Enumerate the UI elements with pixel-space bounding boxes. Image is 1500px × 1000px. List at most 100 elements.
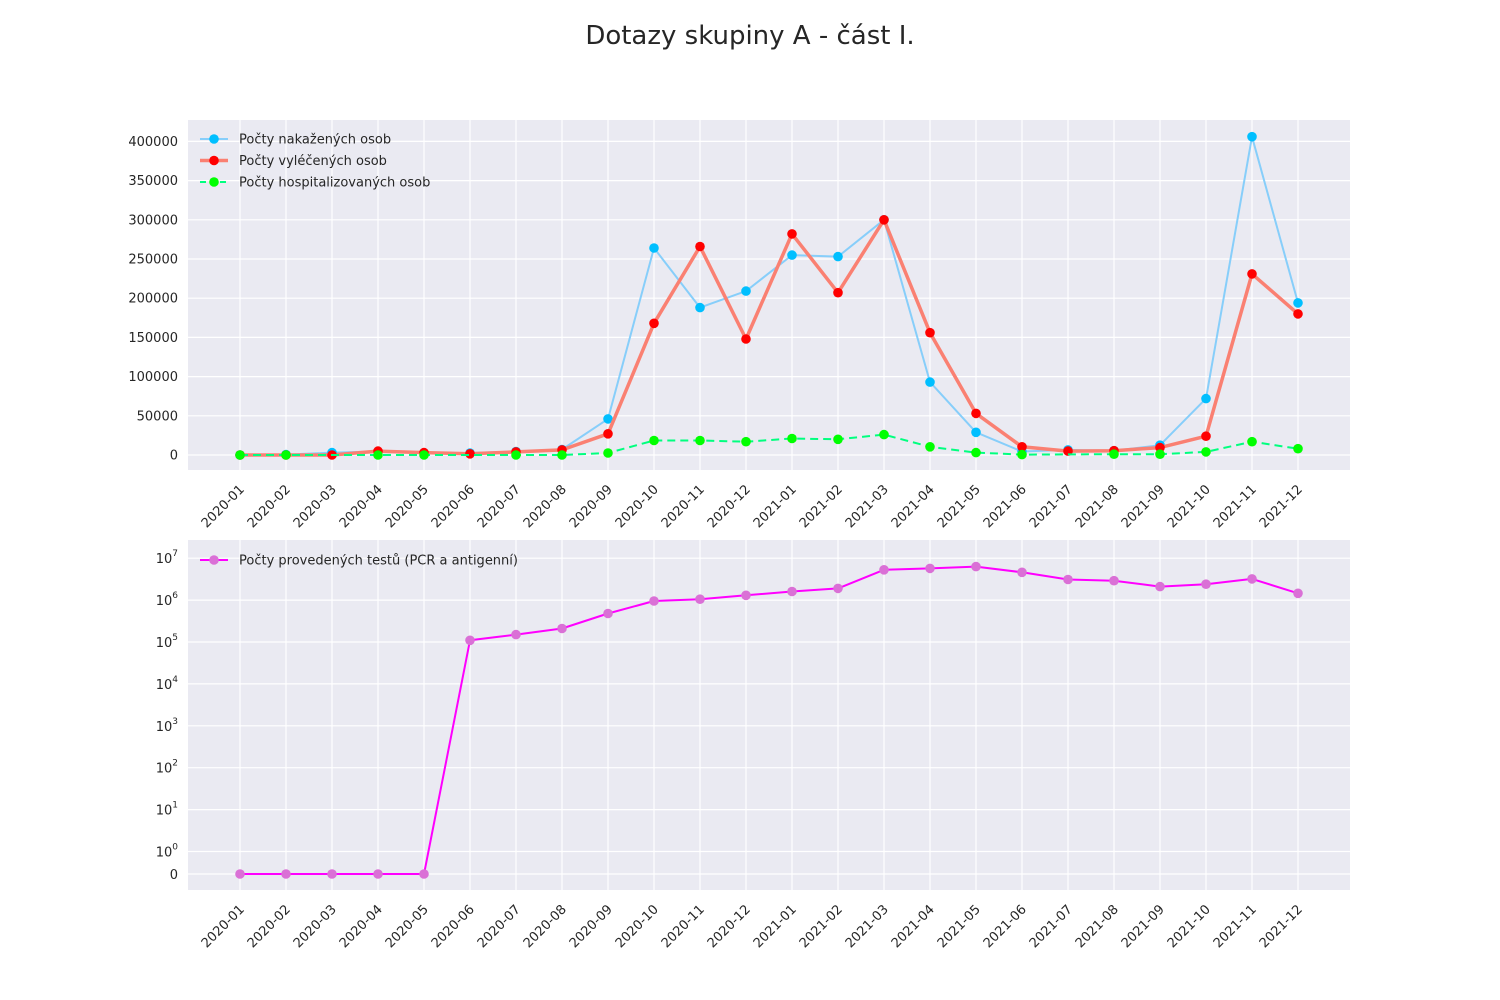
y-tick-base: 10 [156,678,173,693]
data-point [1155,442,1165,453]
data-point [1293,588,1303,599]
data-point [971,561,981,572]
data-point [603,429,613,439]
data-point [557,623,567,634]
data-point [1247,436,1257,447]
data-point [557,450,567,460]
data-point [741,590,751,601]
y-tick-base: 0 [170,868,178,883]
data-point [373,869,383,879]
y-tick-label: 102 [156,759,178,777]
y-tick-base: 10 [156,720,173,735]
data-point [281,869,291,879]
x-tick-label: 2020-12 [705,482,754,531]
x-tick-label: 2020-01 [199,482,248,531]
x-tick-label: 2021-01 [751,482,800,531]
y-tick-label: 100000 [128,370,178,385]
data-point [879,215,889,225]
data-point [1247,269,1257,279]
y-tick-label: 100 [156,843,179,861]
x-tick-label: 2020-10 [613,482,662,531]
x-tick-label: 2021-12 [1257,902,1306,951]
x-tick-label: 2020-04 [337,902,386,951]
x-tick-label: 2020-08 [521,482,570,531]
series-line-1 [240,218,1300,457]
data-point [833,583,843,594]
x-tick-label: 2020-01 [199,902,248,951]
x-tick-label: 2020-12 [705,902,754,951]
x-tick-label: 2021-02 [797,482,846,531]
data-point [741,334,751,344]
data-point [1201,431,1211,442]
y-tick-exponent: 6 [172,591,178,601]
data-point [879,565,889,575]
x-tick-label: 2020-03 [291,902,340,951]
y-tick-label: 103 [156,717,178,735]
data-point [787,250,797,260]
data-point [1017,442,1027,452]
x-tick-label: 2021-12 [1257,482,1306,531]
data-point [971,447,981,458]
x-tick-label: 2021-09 [1119,902,1168,951]
legend-label: Počty vyléčených osob [239,154,387,169]
data-point [1293,443,1303,454]
x-tick-label: 2021-11 [1211,902,1260,951]
y-tick-label: 0 [170,868,178,883]
legend-label: Počty provedených testů (PCR a antigenní… [239,554,518,569]
x-tick-label: 2020-07 [475,902,524,951]
data-point [603,414,613,424]
y-tick-label: 0 [170,449,178,464]
y-tick-label: 105 [156,633,178,651]
x-tick-label: 2021-08 [1073,482,1122,531]
legend-marker [209,155,219,166]
legend-marker [209,555,219,565]
data-point [1201,393,1211,404]
plot-area [188,120,1350,470]
x-tick-label: 2020-05 [383,902,432,951]
y-tick-base: 10 [156,762,173,777]
legend-marker [209,177,219,187]
data-point [787,586,797,597]
y-tick-exponent: 7 [172,549,178,559]
y-tick-label: 104 [156,675,179,693]
data-point [1247,574,1257,584]
data-point [925,442,935,452]
y-tick-base: 10 [156,846,173,861]
x-tick-label: 2020-10 [613,902,662,951]
data-point [1017,449,1027,460]
data-point [787,229,797,239]
y-tick-exponent: 2 [172,759,178,769]
data-point [373,450,383,460]
data-point [327,869,337,879]
data-point [833,287,843,298]
x-tick-label: 2021-06 [981,902,1030,951]
x-tick-label: 2021-03 [843,902,892,951]
data-point [603,608,613,619]
x-tick-label: 2020-06 [429,902,478,951]
data-point [465,635,475,646]
x-tick-label: 2020-02 [245,902,294,951]
data-point [419,869,429,879]
series-line-0 [240,565,1299,875]
y-tick-label: 106 [156,591,179,609]
x-tick-label: 2021-02 [797,902,846,951]
x-tick-label: 2020-11 [659,902,708,951]
y-tick-base: 10 [156,552,173,567]
data-point [1109,575,1119,586]
x-tick-label: 2020-03 [291,482,340,531]
data-point [1063,574,1073,585]
data-point [1155,449,1165,460]
x-tick-label: 2020-07 [475,482,524,531]
y-tick-label: 350000 [128,174,178,189]
data-point [1155,581,1165,592]
y-tick-base: 10 [156,636,173,651]
y-tick-label: 200000 [128,292,178,307]
x-tick-label: 2021-10 [1165,482,1214,531]
data-point [1293,309,1303,319]
plot-area [188,540,1350,890]
data-point [925,563,935,574]
data-point [879,429,889,440]
legend-label: Počty hospitalizovaných osob [239,176,430,191]
